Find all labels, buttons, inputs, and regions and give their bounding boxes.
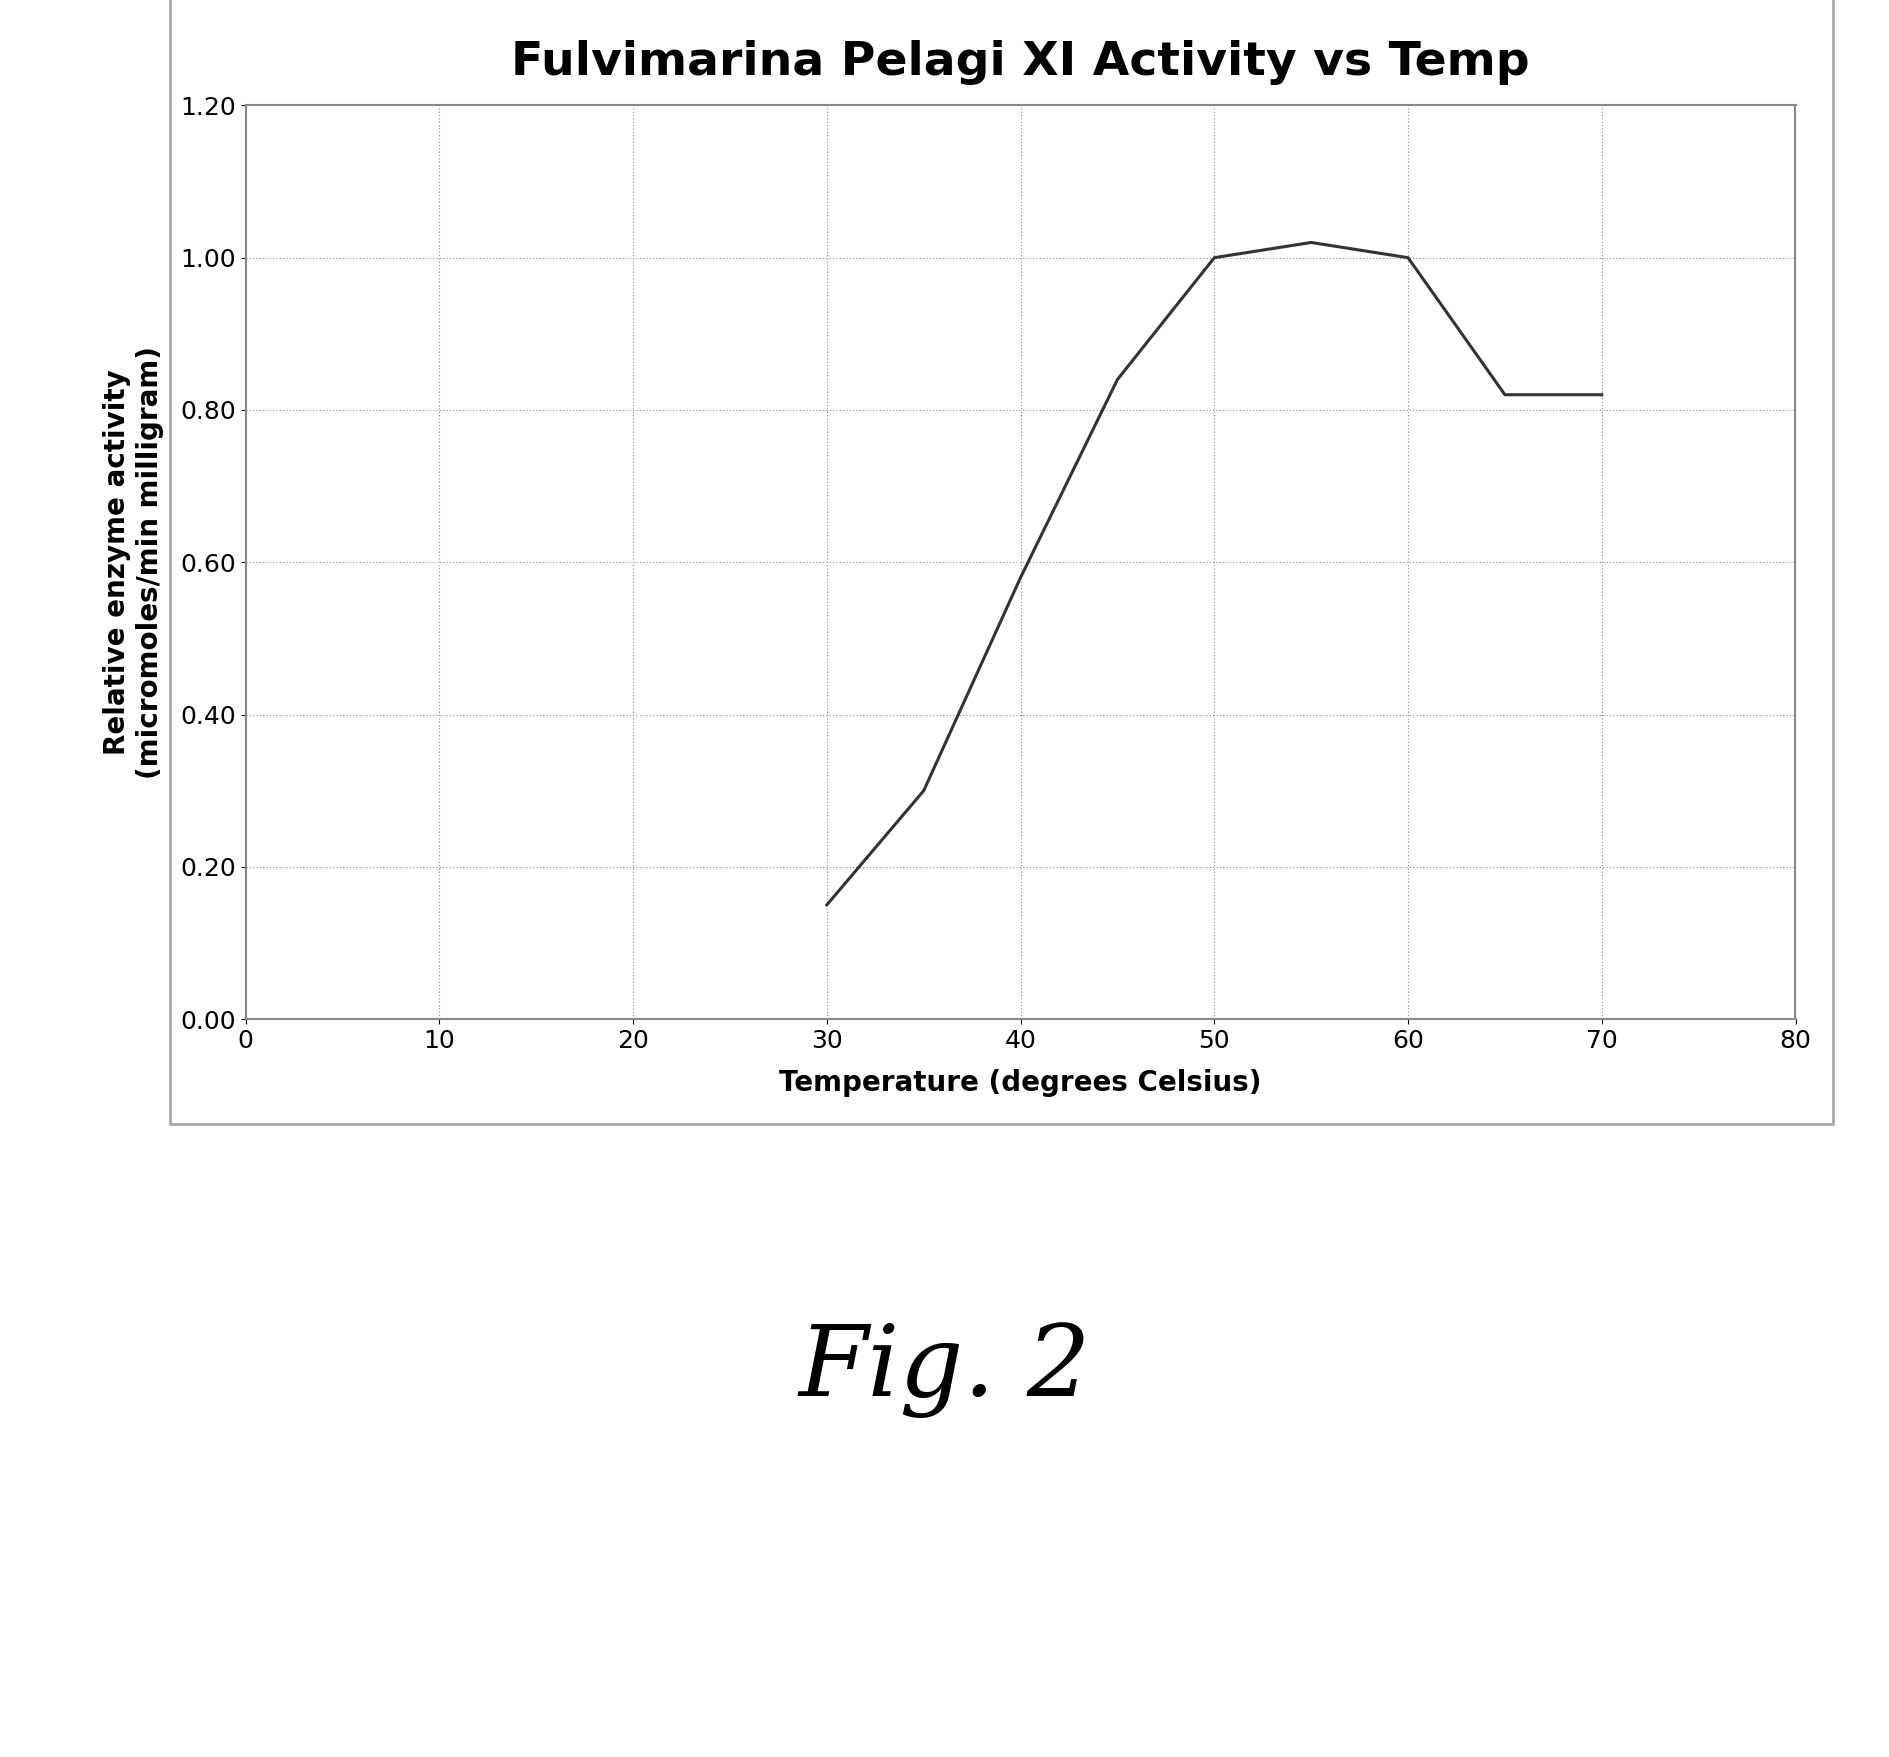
Y-axis label: Relative enzyme activity
(micromoles/min milligram): Relative enzyme activity (micromoles/min… (104, 346, 164, 778)
X-axis label: Temperature (degrees Celsius): Temperature (degrees Celsius) (778, 1070, 1262, 1098)
Text: Fig. 2: Fig. 2 (799, 1323, 1090, 1418)
Title: Fulvimarina Pelagi XI Activity vs Temp: Fulvimarina Pelagi XI Activity vs Temp (512, 40, 1528, 84)
